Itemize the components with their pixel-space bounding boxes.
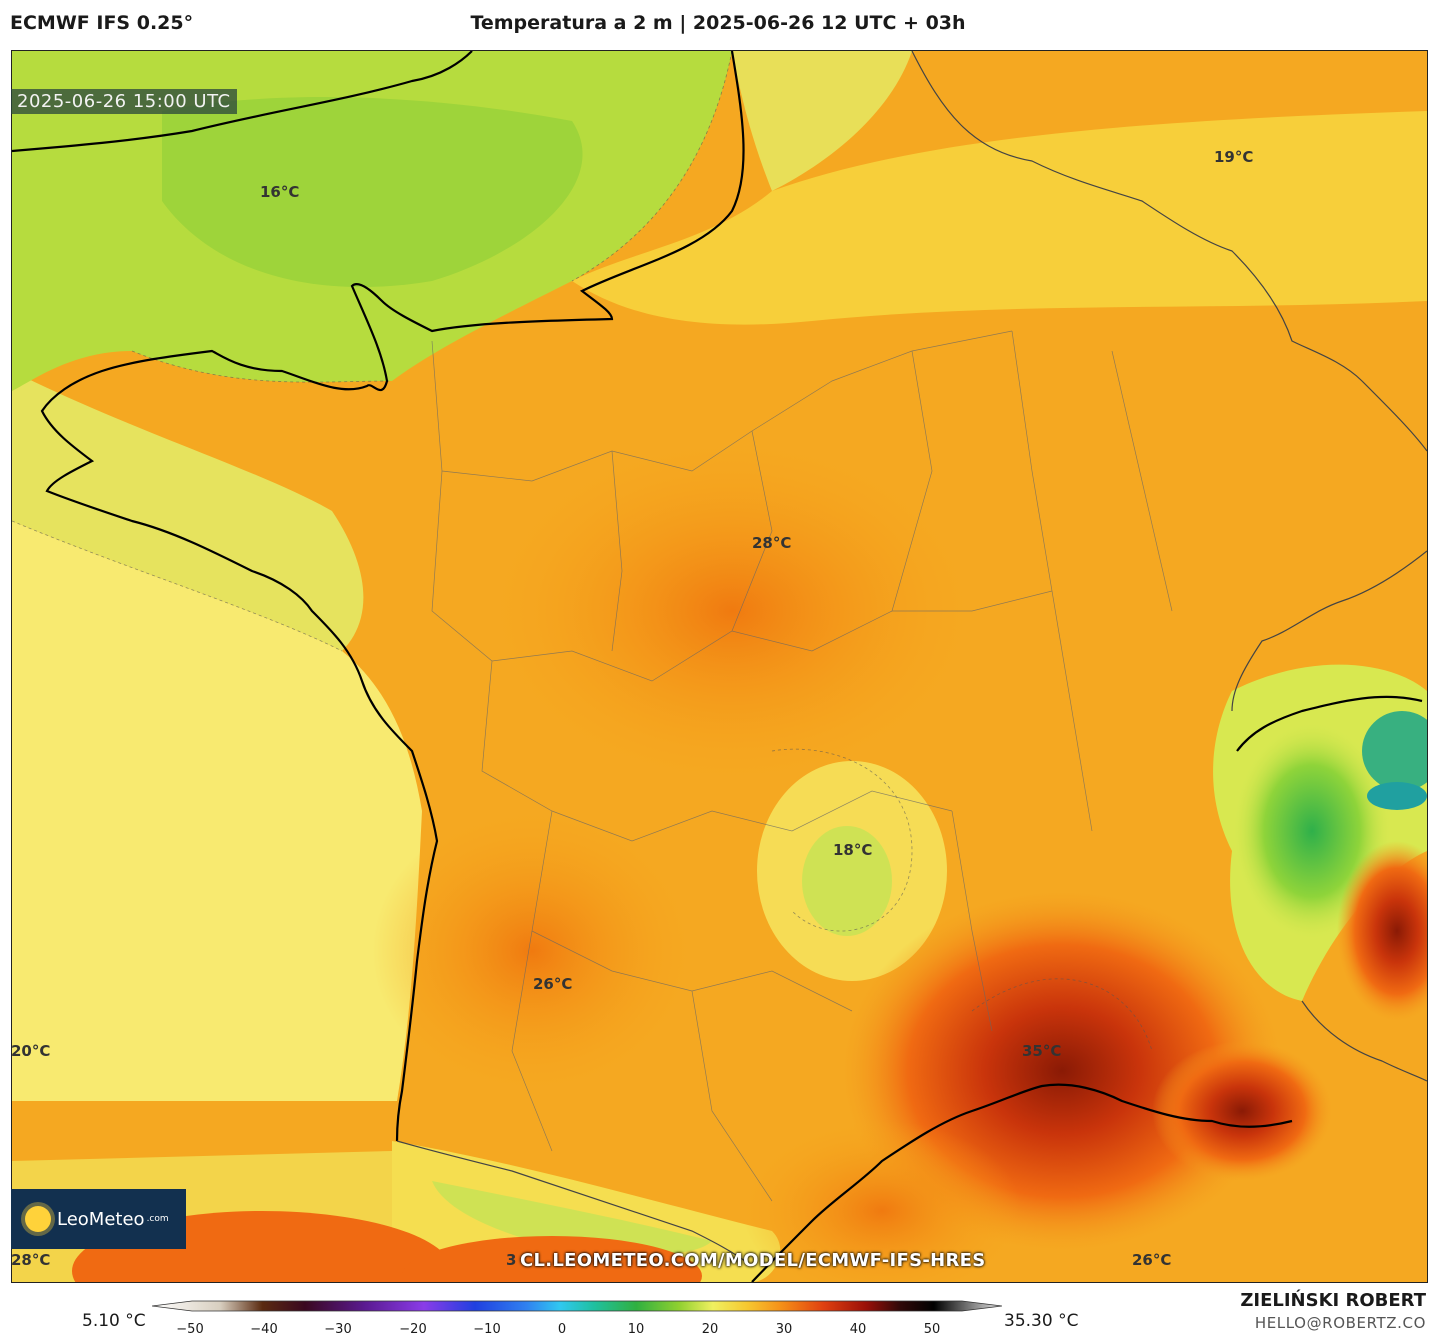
temperature-label: 35°C: [1022, 1042, 1062, 1060]
map-canvas: [12, 51, 1427, 1282]
temperature-label: 26°C: [1132, 1251, 1172, 1269]
map-title: Temperatura a 2 m | 2025-06-26 12 UTC + …: [470, 12, 966, 34]
colorbar-tick: −40: [250, 1322, 278, 1337]
colorbar-tick: 10: [627, 1322, 645, 1337]
temperature-label: 16°C: [260, 183, 300, 201]
sun-icon: [25, 1206, 51, 1232]
colorbar-tick: 20: [701, 1322, 719, 1337]
temperature-map: [11, 50, 1428, 1283]
colorbar-tick: −30: [324, 1322, 352, 1337]
temperature-label: 28°C: [752, 534, 792, 552]
colorbar-tick: 0: [557, 1322, 567, 1337]
source-url: CL.LEOMETEO.COM/MODEL/ECMWF-IFS-HRES: [520, 1250, 986, 1271]
model-name: ECMWF IFS 0.25°: [10, 12, 194, 34]
colorbar-max-label: 35.30 °C: [1004, 1311, 1079, 1331]
temperature-label: 18°C: [833, 841, 873, 859]
colorbar-min-label: 5.10 °C: [82, 1311, 146, 1331]
author-email: HELLO@ROBERTZ.CO: [1254, 1314, 1426, 1332]
temperature-label: 20°C: [11, 1042, 51, 1060]
valid-time-badge: 2025-06-26 15:00 UTC: [11, 89, 237, 114]
colorbar-tick: 30: [775, 1322, 793, 1337]
logo-suffix: .com: [146, 1214, 169, 1224]
colorbar-tick: −50: [176, 1322, 204, 1337]
colorbar-tick: −20: [399, 1322, 427, 1337]
temperature-label: 28°C: [11, 1251, 51, 1269]
colorbar-tick: 40: [849, 1322, 867, 1337]
leometeo-logo: LeoMeteo .com: [11, 1189, 186, 1249]
colorbar-tick: −10: [473, 1322, 501, 1337]
temperature-label: 3: [506, 1251, 517, 1269]
temperature-label: 26°C: [533, 975, 573, 993]
colorbar-tick: 50: [923, 1322, 941, 1337]
colorbar: [152, 1300, 1002, 1312]
temperature-label: 19°C: [1214, 148, 1254, 166]
logo-name: LeoMeteo: [57, 1208, 145, 1230]
author-name: ZIELIŃSKI ROBERT: [1240, 1290, 1426, 1311]
